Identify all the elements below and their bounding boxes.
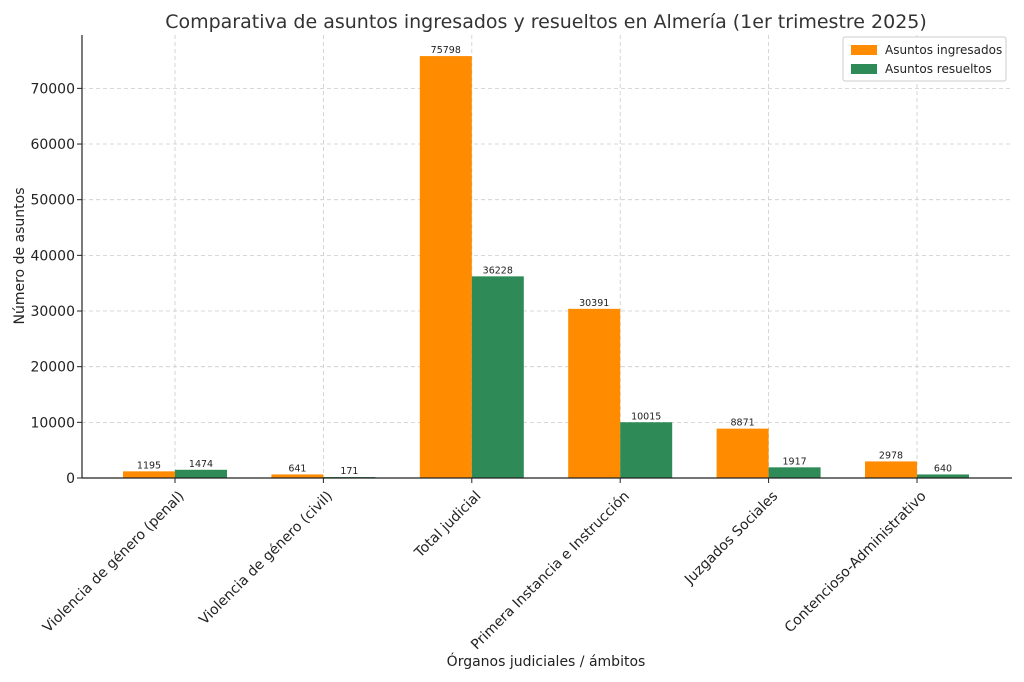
data-label: 171 xyxy=(340,466,358,477)
legend-label-resueltos: Asuntos resueltos xyxy=(885,62,992,76)
data-label: 1917 xyxy=(783,456,807,467)
legend-swatch-resueltos xyxy=(851,64,877,74)
y-axis-label: Número de asuntos xyxy=(12,188,28,325)
y-tick-label: 60000 xyxy=(30,137,75,153)
chart-title: Comparativa de asuntos ingresados y resu… xyxy=(165,11,927,33)
y-tick-label: 30000 xyxy=(30,304,75,320)
x-tick-label: Juzgados Sociales xyxy=(681,488,781,588)
legend: Asuntos ingresados Asuntos resueltos xyxy=(842,36,1007,82)
data-label: 36228 xyxy=(483,265,513,276)
x-tick-label: Contencioso-Administrativo xyxy=(782,488,930,636)
data-label: 640 xyxy=(934,463,952,474)
data-label: 1195 xyxy=(137,460,161,471)
data-label: 75798 xyxy=(431,45,461,56)
grid-lines xyxy=(82,35,1012,478)
y-tick-label: 10000 xyxy=(30,415,75,431)
bar-resueltos xyxy=(768,467,821,478)
bar-ingresados xyxy=(271,474,324,478)
data-labels: 1195 641 75798 30391 8871 2978 1474 171 36228 100… xyxy=(137,45,952,477)
legend-frame xyxy=(842,36,1007,82)
data-label: 8871 xyxy=(731,418,755,429)
bar-ingresados xyxy=(865,461,917,478)
data-label: 641 xyxy=(288,463,306,474)
x-tick-label: Primera Instancia e Instrucción xyxy=(468,488,633,653)
y-tick-label: 70000 xyxy=(30,81,75,97)
bar-ingresados xyxy=(123,471,175,478)
x-axis-label: Órganos judiciales / ámbitos xyxy=(447,652,646,670)
data-label: 1474 xyxy=(189,459,213,470)
bar-resueltos xyxy=(175,469,227,478)
axes xyxy=(77,35,1012,483)
bar-resueltos xyxy=(620,422,673,478)
x-tick-label: Violencia de género (civil) xyxy=(196,488,336,628)
bar-resueltos xyxy=(471,276,524,478)
bar-ingresados xyxy=(568,308,621,478)
bar-ingresados xyxy=(419,56,472,479)
legend-label-ingresados: Asuntos ingresados xyxy=(885,43,1002,57)
x-tick-label: Violencia de género (penal) xyxy=(40,488,188,636)
y-tick-label: 40000 xyxy=(30,248,75,264)
bars xyxy=(123,56,969,479)
y-tick-label: 0 xyxy=(66,471,75,487)
data-label: 2978 xyxy=(879,450,903,461)
data-label: 10015 xyxy=(631,411,661,422)
bar-ingresados xyxy=(716,428,769,478)
bar-resueltos xyxy=(917,474,969,478)
y-tick-label: 20000 xyxy=(30,360,75,376)
legend-swatch-ingresados xyxy=(851,45,877,55)
x-tick-label: Total judicial xyxy=(411,488,484,561)
data-label: 30391 xyxy=(579,298,609,309)
y-tick-label: 50000 xyxy=(30,193,75,209)
